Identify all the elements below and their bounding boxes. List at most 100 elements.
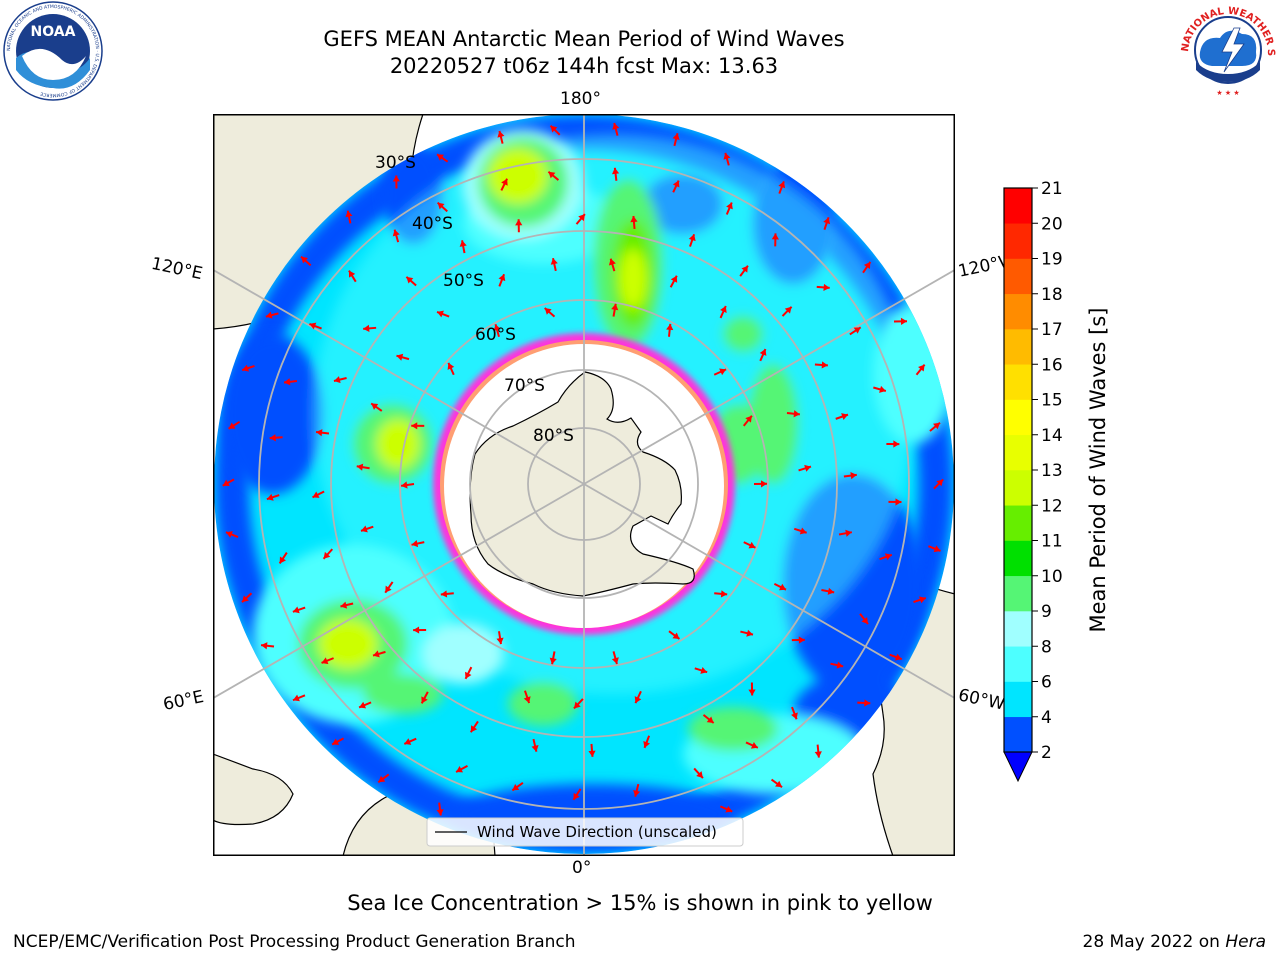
colorbar-tick-label: 10 [1041,567,1063,587]
wave-arrow-head [748,689,756,696]
wave-arrow-head [893,440,900,448]
colorbar-cell [1004,505,1032,541]
lon-label-120e: 120°E [149,253,205,285]
wave-arrow-head [853,327,861,334]
wave-arrow-head [900,317,907,325]
wave-arrow-head [392,229,400,237]
wave-arrow-head [861,617,868,625]
wave-arrow-head [823,217,831,225]
wave-arrow-head [746,629,754,637]
wave-arrow-head [578,214,585,222]
colorbar-tick-label: 8 [1041,637,1052,657]
colorbar-cell [1004,611,1032,647]
wind-wave-arrows [222,122,944,816]
sea-ice-caption: Sea Ice Concentration > 15% is shown in … [347,891,933,915]
wave-arrow-head [719,368,727,376]
wave-arrow-head [611,167,620,175]
colorbar-tick-label: 12 [1041,496,1063,516]
wave-arrow-head [884,553,892,561]
wave-arrow-head [515,219,523,226]
colorbar-cell [1004,258,1032,295]
wave-arrow-head [228,422,236,429]
wave-arrow-head [550,125,558,133]
colorbar-tick-label: 18 [1041,285,1063,305]
wave-arrow-head [497,130,505,138]
wave-arrow-head [265,311,273,319]
wave-arrow-head [301,256,308,264]
wave-arrow-head [493,324,501,331]
wave-arrow-head [798,636,805,644]
wave-arrow-head [456,766,464,773]
wave-arrow-head [316,429,323,437]
wave-arrow-head [447,362,455,370]
colorbar-cell [1004,399,1032,436]
wave-arrow-head [588,750,596,757]
wave-arrow-head [879,385,886,393]
colorbar-tick-label: 2 [1041,743,1052,763]
wave-arrow-head [706,716,714,724]
colorbar-cell [1004,540,1032,577]
wave-arrow-head [225,531,233,538]
wave-arrow-head [778,181,786,189]
wave-arrow-head [356,463,364,471]
meridians [213,114,955,856]
wave-arrow-head [360,525,368,533]
wave-arrow-head [464,671,472,679]
wave-arrow-head [279,556,286,564]
wave-arrow-head [242,364,250,372]
wave-arrow-head [725,805,733,813]
wave-arrow-head [804,464,811,472]
wave-arrow-head [919,596,926,604]
wave-arrow-head [283,378,291,386]
lon-label-180: 180° [560,89,601,109]
colorbar-tick-label: 9 [1041,602,1052,622]
wave-arrow-head [936,479,944,487]
wave-arrow-head [531,745,539,752]
lon-label-60w: 60°W [956,685,1007,715]
lon-label-0: 0° [572,858,592,878]
wave-arrow-head [821,361,828,369]
colorbar-tick-label: 13 [1041,461,1063,481]
wave-arrow-head [266,493,274,501]
wave-arrow-head [784,306,792,314]
colorbar-tick-label: 21 [1041,180,1063,199]
wave-arrow-head [411,422,418,430]
colorbar-cell [1004,575,1032,612]
wave-arrow-head [333,376,341,384]
wave-arrow-head [933,422,940,430]
wave-arrow-head [672,632,680,639]
wave-arrow-head [421,696,428,704]
polar-map: Wind Wave Direction (unscaled) 30°S 40°S… [213,114,955,856]
wave-arrow-head [775,780,783,788]
wave-arrow-head [723,152,731,160]
wave-arrow-head [894,653,902,661]
noaa-logo-text: NOAA [31,24,76,40]
wave-arrow-head [378,775,386,783]
wave-arrow-head [799,527,807,535]
wave-arrow-head [363,324,370,332]
wave-arrow-head [672,133,680,140]
wave-arrow-head [672,180,680,188]
wave-arrow-head [436,154,444,161]
colorbar-tick-label: 16 [1041,355,1063,375]
lat-label-40s: 40°S [412,214,453,234]
wave-arrow-head [396,353,404,361]
wave-arrow-head [241,595,249,603]
colorbar-cells [1004,188,1032,753]
footer-date-text: 28 May 2022 on [1082,932,1226,952]
wave-arrow-head [791,712,798,720]
wave-arrow-head [759,348,767,356]
map-legend: Wind Wave Direction (unscaled) [426,817,744,847]
footer-credit: NCEP/EMC/Verification Post Processing Pr… [13,932,576,952]
wave-arrow-head [696,771,703,779]
wave-arrow-head [700,666,708,674]
footer-date: 28 May 2022 on Hera [1083,932,1267,952]
colorbar: 2 4 6 8 9 10 11 12 13 14 15 16 17 18 19 20 21 [1003,180,1063,783]
wave-arrow-head [269,434,276,442]
wave-arrow-head [501,178,508,186]
wave-arrow-head [401,481,408,489]
colorbar-cell [1004,681,1032,718]
wave-arrow-head [611,657,619,664]
wave-arrow-head [385,585,392,593]
wave-arrow-head [292,694,300,702]
